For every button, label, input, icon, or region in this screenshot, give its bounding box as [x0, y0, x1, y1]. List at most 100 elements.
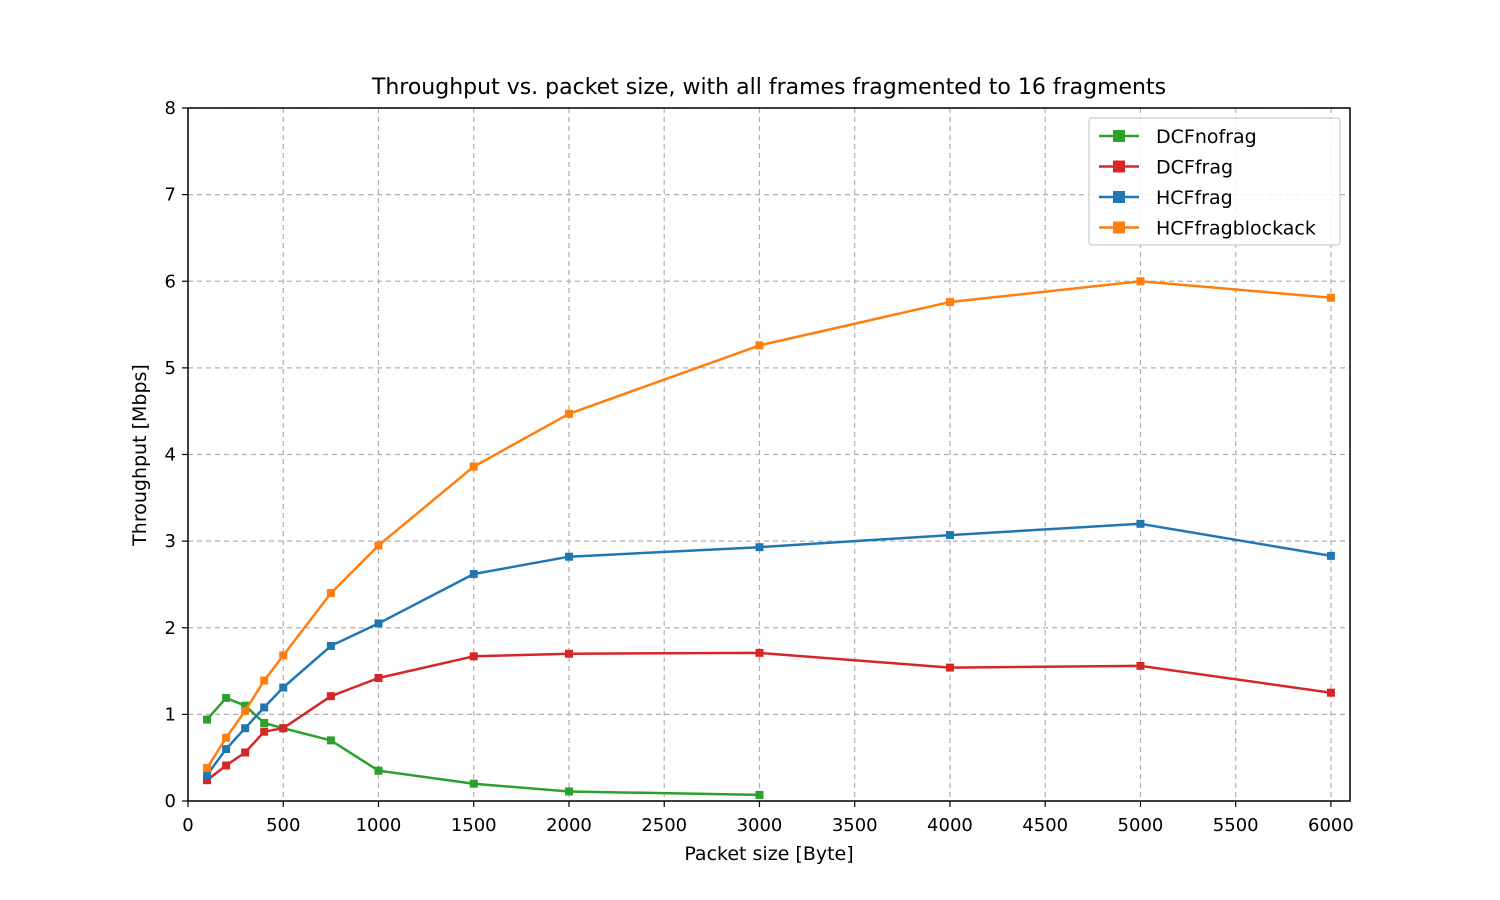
- data-point-hcffragblockack: [279, 651, 288, 660]
- y-tick-label: 1: [165, 704, 176, 725]
- x-tick-label: 6000: [1308, 815, 1354, 836]
- series-line-hcffragblockack: [205, 280, 1332, 769]
- data-point-dcfnofrag: [222, 693, 231, 702]
- data-point-dcfnofrag: [326, 736, 335, 745]
- data-point-dcffrag: [241, 748, 250, 757]
- data-point-dcffrag: [755, 648, 764, 657]
- data-point-hcffrag: [203, 771, 212, 780]
- data-point-hcffrag: [279, 683, 288, 692]
- data-point-hcffragblockack: [564, 409, 573, 418]
- series-line-dcffrag: [206, 651, 1332, 782]
- legend-marker: [1113, 160, 1125, 173]
- data-point-hcffrag: [755, 543, 764, 552]
- x-tick-label: 5500: [1213, 815, 1259, 836]
- data-point-hcffragblockack: [945, 298, 954, 307]
- data-point-hcffrag: [469, 570, 478, 579]
- x-tick-label: 4000: [927, 815, 973, 836]
- data-point-dcfnofrag: [260, 719, 269, 728]
- y-axis: 0 1 2 3 4 5 6 7 8: [165, 98, 188, 812]
- data-point-hcffrag: [260, 703, 269, 712]
- data-point-dcfnofrag: [241, 701, 250, 710]
- data-point-hcffragblockack: [1136, 277, 1145, 286]
- data-point-dcffrag: [279, 724, 288, 733]
- legend: DCFnofrag DCFfrag HCFfrag HCFfragblockack: [1088, 117, 1341, 246]
- data-point-hcffrag: [374, 619, 383, 628]
- x-tick-label: 4500: [1022, 815, 1068, 836]
- data-point-dcffrag: [222, 761, 231, 770]
- data-point-dcffrag: [945, 663, 954, 672]
- data-point-hcffragblockack: [241, 706, 250, 715]
- x-axis: 0 500 1000 1500 2000 2500 3000 3500 4000 4500 5000…: [182, 801, 1354, 836]
- legend-item-hcffrag: HCFfrag: [1099, 187, 1233, 209]
- legend-box: [1088, 117, 1341, 246]
- data-point-dcffrag: [469, 652, 478, 661]
- legend-label: HCFfrag: [1156, 187, 1233, 209]
- data-point-dcffrag: [564, 649, 573, 658]
- series-line-dcfnofrag: [206, 696, 760, 797]
- legend-label: DCFfrag: [1156, 157, 1233, 179]
- data-point-dcfnofrag: [755, 790, 764, 799]
- legend-label: HCFfragblockack: [1156, 218, 1316, 240]
- data-point-hcffrag: [222, 745, 231, 754]
- x-tick-label: 2500: [641, 815, 687, 836]
- data-point-dcfnofrag: [374, 766, 383, 775]
- data-point-dcffrag: [260, 727, 269, 736]
- legend-marker: [1113, 130, 1125, 142]
- x-tick-label: 5000: [1118, 815, 1164, 836]
- legend-item-hcffragblockack: HCFfragblockack: [1099, 218, 1316, 240]
- y-tick-label: 5: [165, 358, 176, 379]
- data-point-hcffragblockack: [326, 589, 335, 598]
- data-point-dcffrag: [1326, 688, 1335, 697]
- y-tick-label: 0: [165, 791, 176, 812]
- data-point-hcffrag: [326, 641, 335, 650]
- data-point-dcfnofrag: [469, 779, 478, 788]
- data-point-dcffrag: [374, 673, 383, 682]
- data-point-dcffrag: [326, 692, 335, 701]
- series-hcffragblockack: [203, 277, 1335, 773]
- x-axis-label: Packet size [Byte]: [684, 843, 853, 865]
- series-line-hcffrag: [205, 522, 1332, 776]
- data-point-hcffragblockack: [203, 764, 212, 773]
- data-point-dcffrag: [1136, 661, 1145, 670]
- series-group: [203, 277, 1335, 799]
- x-tick-label: 1000: [356, 815, 402, 836]
- x-tick-label: 3500: [832, 815, 878, 836]
- legend-item-dcfnofrag: DCFnofrag: [1099, 126, 1257, 148]
- data-point-hcffragblockack: [260, 676, 269, 685]
- y-tick-label: 8: [165, 98, 176, 119]
- data-point-hcffragblockack: [1326, 293, 1335, 302]
- x-tick-label: 500: [266, 815, 300, 836]
- y-tick-label: 4: [165, 445, 176, 466]
- data-point-dcfnofrag: [564, 787, 573, 796]
- x-tick-label: 2000: [546, 815, 592, 836]
- series-dcffrag: [203, 648, 1335, 785]
- data-point-dcfnofrag: [203, 715, 212, 724]
- legend-marker: [1113, 191, 1125, 203]
- data-point-hcffrag: [564, 552, 573, 561]
- series-dcfnofrag: [203, 693, 764, 799]
- legend-marker: [1113, 221, 1125, 234]
- y-tick-label: 3: [165, 531, 176, 552]
- y-axis-label: Throughput [Mbps]: [129, 364, 151, 547]
- data-point-hcffrag: [241, 724, 250, 733]
- data-point-dcffrag: [203, 776, 212, 785]
- data-point-hcffragblockack: [469, 462, 478, 471]
- x-tick-label: 1500: [451, 815, 497, 836]
- data-point-hcffragblockack: [222, 733, 231, 742]
- series-hcffrag: [203, 519, 1335, 780]
- data-point-hcffrag: [945, 531, 954, 540]
- y-tick-label: 7: [165, 185, 176, 206]
- chart-title: Throughput vs. packet size, with all fra…: [371, 75, 1166, 100]
- data-point-hcffrag: [1136, 519, 1145, 528]
- y-tick-label: 6: [165, 271, 176, 292]
- data-point-hcffragblockack: [755, 341, 764, 350]
- data-point-hcffrag: [1326, 551, 1335, 560]
- data-point-hcffragblockack: [374, 541, 383, 550]
- x-tick-label: 3000: [737, 815, 783, 836]
- y-tick-label: 2: [165, 618, 176, 639]
- legend-item-dcffrag: DCFfrag: [1099, 157, 1233, 179]
- legend-label: DCFnofrag: [1156, 126, 1257, 148]
- x-tick-label: 0: [182, 815, 193, 836]
- grid: [187, 107, 1350, 802]
